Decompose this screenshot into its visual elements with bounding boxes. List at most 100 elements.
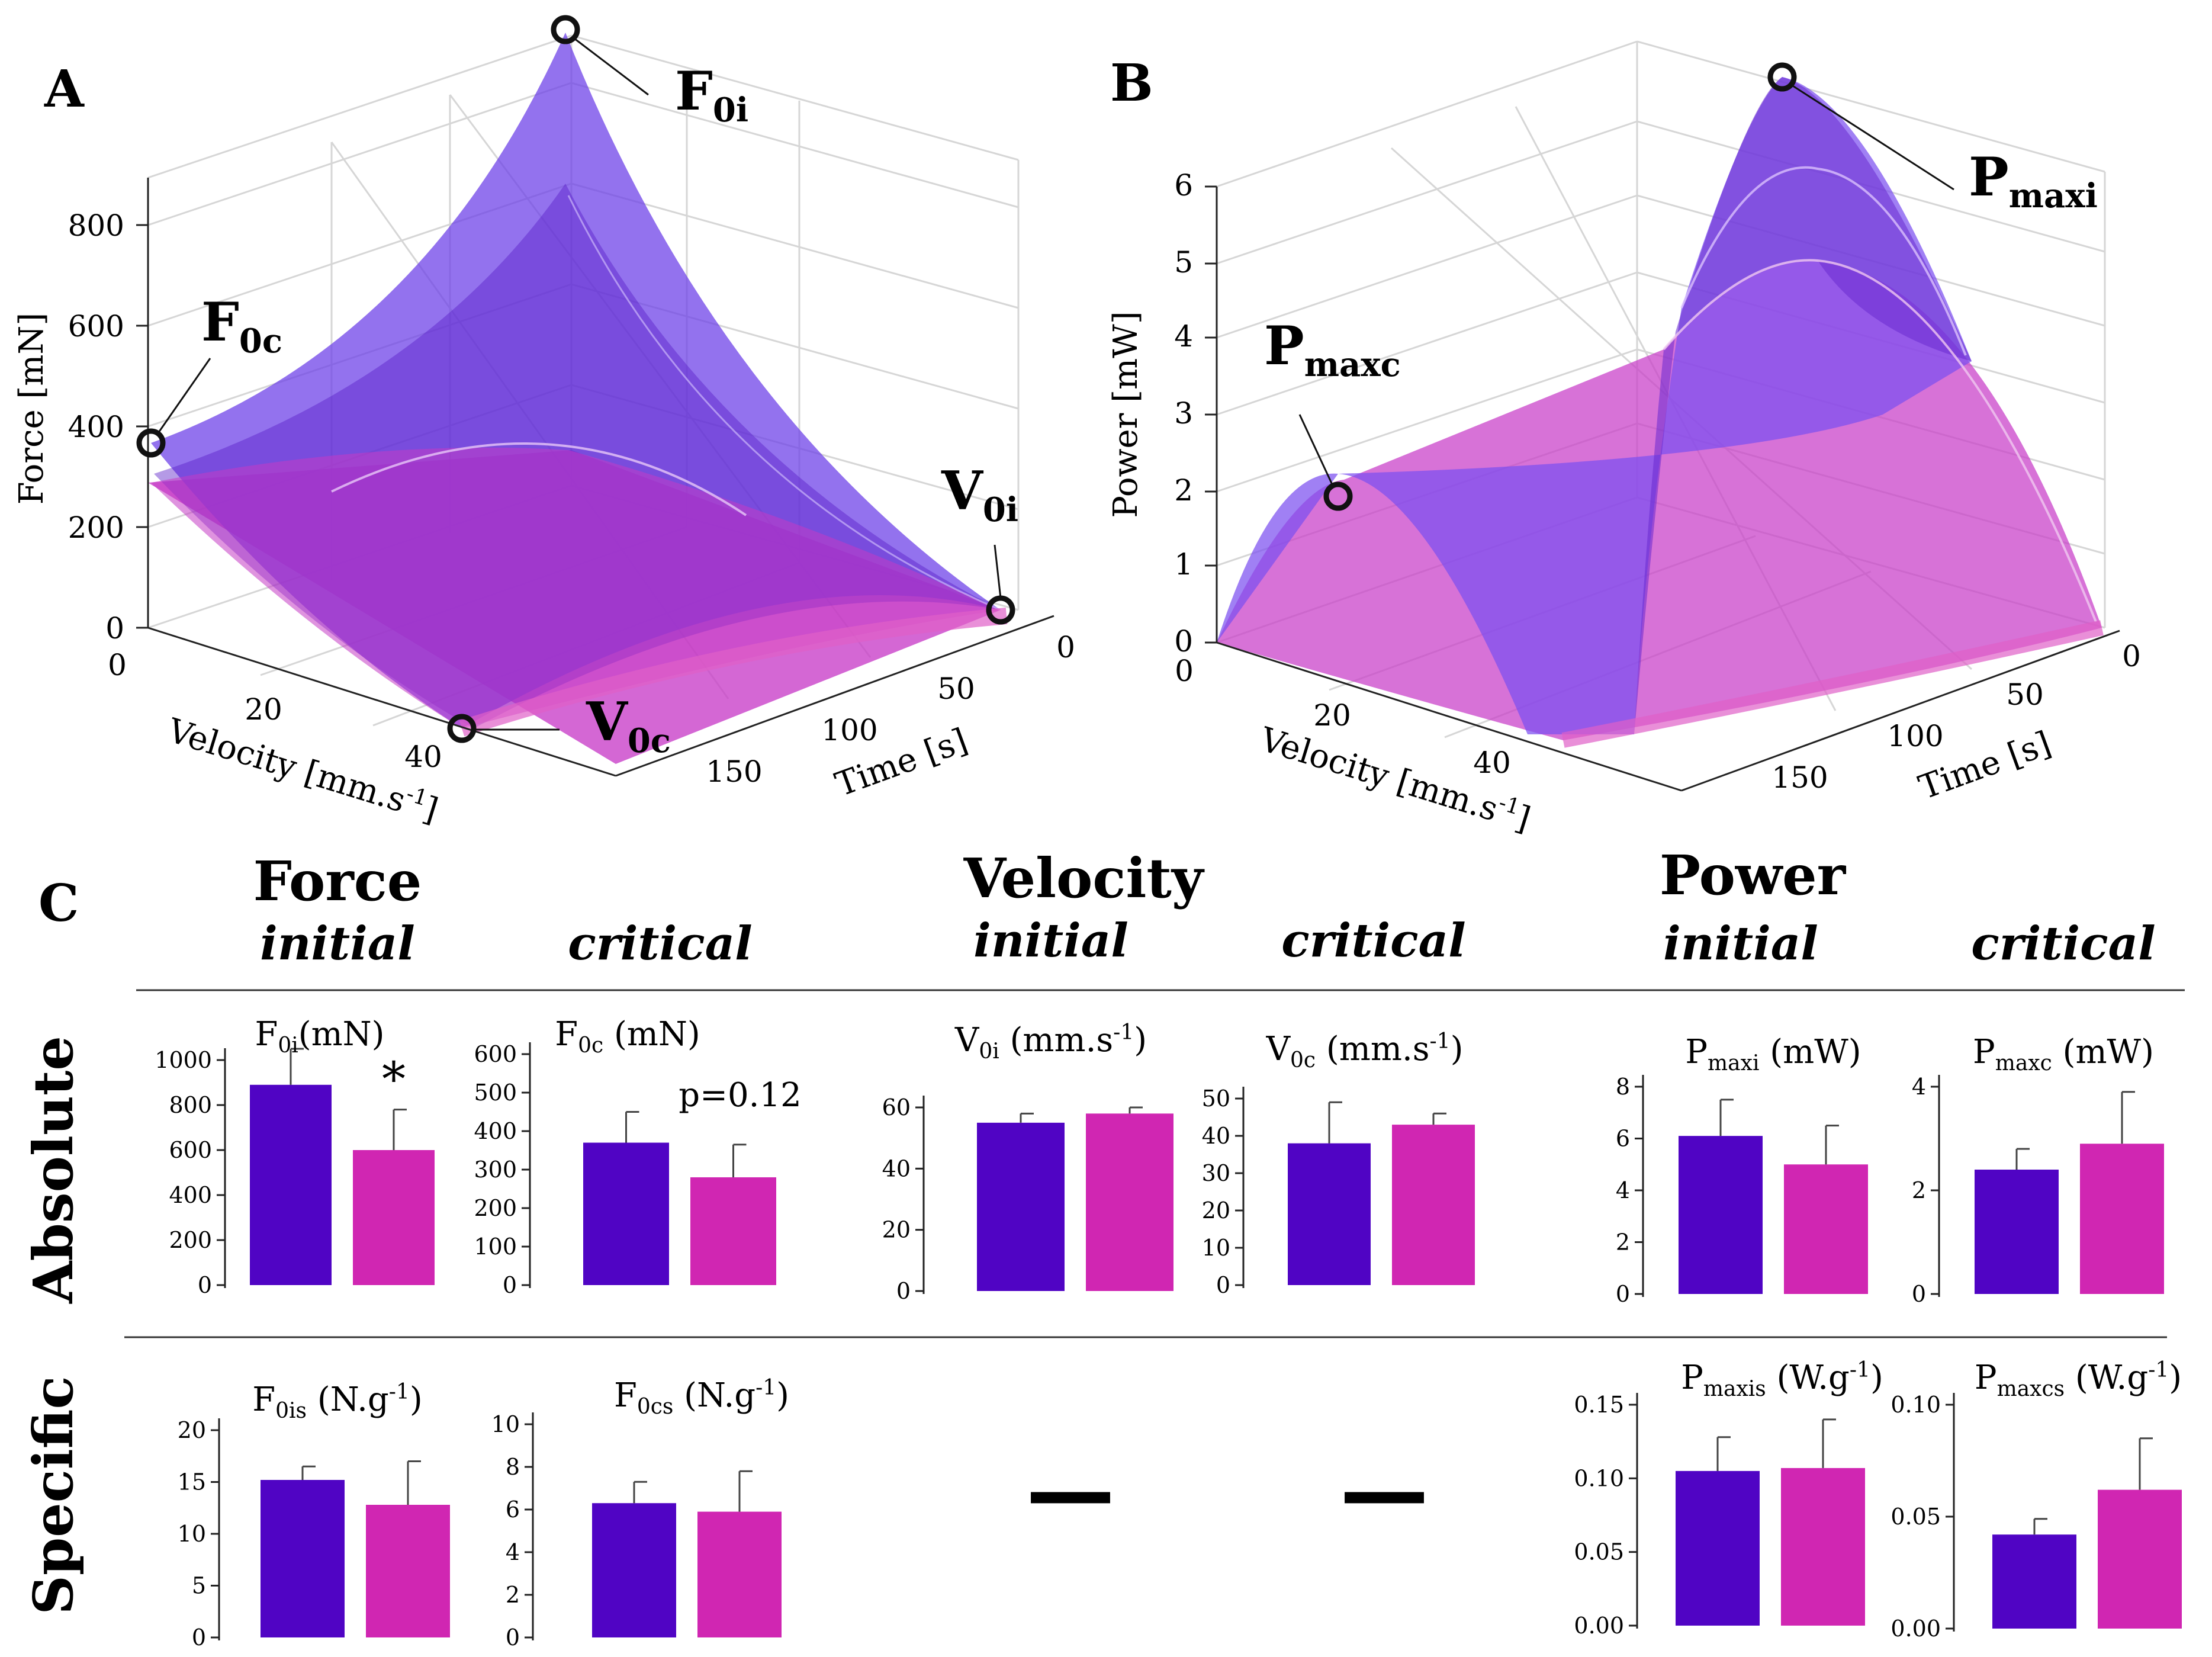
y-tick-label: 0.05 — [1891, 1504, 1941, 1530]
bar-chart-title: F0i(mN) — [255, 1015, 384, 1058]
y-tick-label: 20 — [1202, 1197, 1230, 1224]
panel-b-surfaces — [1217, 77, 2104, 748]
y-tick-label: 10 — [178, 1521, 206, 1547]
y-tick-label: 300 — [474, 1157, 517, 1183]
bar-initial — [250, 1084, 332, 1285]
bar-chart-f-0c: 0 100 200 300 400 500 600 F0c (mN) p=0.12 — [474, 1015, 801, 1298]
bar-chart-title: F0is (N.g-1) — [252, 1380, 422, 1423]
panel-b-vel-tick-1: 20 — [1313, 698, 1351, 733]
y-tick-label: 2 — [1912, 1177, 1926, 1203]
y-tick-label: 0 — [506, 1624, 520, 1650]
panel-a: A — [12, 15, 1075, 830]
panel-b-time-tick-2: 100 — [1887, 719, 1943, 753]
panel-c-letter: C — [38, 874, 79, 933]
panel-a-letter: A — [44, 59, 85, 119]
bar-chart-f-0is: 0 5 10 15 20 F0is (N.g-1) — [178, 1380, 450, 1650]
y-tick-label: 2 — [506, 1582, 520, 1608]
panel-b-time-tick-0: 0 — [2122, 639, 2141, 673]
callout-pmaxi: Pmaxi — [1969, 146, 2098, 216]
bar-chart-v-0i: 0 20 40 60 V0i (mm.s-1) — [882, 1020, 1173, 1304]
panel-b-vel-tick-2: 40 — [1473, 746, 1511, 780]
group-power-title: Power — [1660, 843, 1847, 907]
bar-chart-f-0cs: 0 2 4 6 8 10 F0cs (N.g-1) — [491, 1376, 789, 1650]
bar-chart-v-0c: 0 10 20 30 40 50 V0c (mm.s-1) — [1202, 1029, 1475, 1298]
group-power-critical: critical — [1971, 917, 2156, 971]
y-tick-label: 0 — [503, 1272, 517, 1298]
group-force-initial: initial — [260, 917, 415, 971]
y-tick-label: 600 — [474, 1041, 517, 1067]
panel-a-z-tick-4: 800 — [68, 208, 124, 243]
panel-b-z-tick-4: 4 — [1174, 319, 1193, 354]
y-tick-label: 400 — [169, 1182, 212, 1208]
bar-chart-p-maxi: 0 2 4 6 8 Pmaxi (mW) — [1616, 1033, 1868, 1307]
panel-a-vel-tick-0: 0 — [108, 648, 127, 682]
bar-chart-title: F0cs (N.g-1) — [614, 1376, 789, 1419]
bar-chart-f-0i: 0 200 400 600 800 1000 F0i(mN)* — [155, 1015, 435, 1298]
bar-chart-title: Pmaxc (mW) — [1973, 1033, 2154, 1075]
y-tick-label: 10 — [1202, 1235, 1230, 1261]
y-tick-label: 600 — [169, 1137, 212, 1163]
group-power-initial: initial — [1663, 917, 1818, 971]
bar-critical — [1781, 1467, 1865, 1626]
panel-b-z-tick-0: 0 — [1174, 624, 1193, 659]
group-velocity-initial: initial — [973, 914, 1128, 968]
panel-a-axes — [136, 178, 1054, 777]
panel-b-z-tick-3: 3 — [1174, 396, 1193, 431]
y-tick-label: 40 — [882, 1155, 911, 1181]
callout-v0c: V0c — [586, 691, 671, 760]
panel-a-z-tick-0: 0 — [105, 611, 124, 646]
y-tick-label: 0 — [1216, 1272, 1230, 1298]
panel-b-callout-markers — [1298, 62, 1954, 511]
bar-chart-title: V0c (mm.s-1) — [1266, 1029, 1464, 1072]
bar-initial — [261, 1480, 345, 1637]
panel-a-time-tick-1: 50 — [937, 672, 975, 706]
bar-initial — [1975, 1170, 2059, 1294]
power-surface-initial-back — [1634, 77, 1972, 734]
y-tick-label: 100 — [474, 1234, 517, 1260]
bar-initial — [1288, 1143, 1371, 1285]
bar-chart-p-maxis: 0.00 0.05 0.10 0.15 Pmaxis (W.g-1) — [1574, 1358, 1883, 1639]
y-tick-label: 4 — [506, 1539, 520, 1565]
y-tick-label: 4 — [1616, 1177, 1630, 1203]
panel-b-z-label: Power [mW] — [1107, 311, 1145, 518]
y-tick-label: 50 — [1202, 1086, 1230, 1112]
group-force-title: Force — [253, 849, 422, 913]
y-tick-label: 200 — [169, 1227, 212, 1253]
panel-b-z-tick-5: 5 — [1174, 245, 1193, 280]
y-tick-label: 6 — [506, 1497, 520, 1523]
bar-chart-title: Pmaxis (W.g-1) — [1681, 1358, 1883, 1401]
y-tick-label: 500 — [474, 1080, 517, 1106]
bar-critical — [1392, 1125, 1475, 1285]
panel-a-z-tick-3: 600 — [68, 309, 124, 343]
bar-critical — [690, 1177, 776, 1285]
panel-a-time-tick-3: 150 — [706, 754, 762, 789]
y-tick-label: 8 — [506, 1454, 520, 1480]
y-tick-label: 0 — [896, 1278, 911, 1304]
bar-critical — [366, 1505, 450, 1637]
y-tick-label: 0 — [192, 1624, 206, 1650]
panel-b: B — [1107, 40, 2141, 839]
panel-b-z-tick-6: 6 — [1174, 168, 1193, 203]
y-tick-label: 20 — [882, 1217, 911, 1243]
bar-critical — [1086, 1113, 1173, 1291]
y-tick-label: 2 — [1616, 1229, 1630, 1255]
y-tick-label: 0.05 — [1574, 1539, 1624, 1565]
bar-chart-annotation: p=0.12 — [679, 1076, 801, 1115]
y-tick-label: 5 — [192, 1573, 206, 1599]
bar-initial — [592, 1503, 676, 1637]
bar-chart-title: Pmaxcs (W.g-1) — [1975, 1358, 2182, 1401]
panel-a-vel-label: Velocity [mm.s-1] — [163, 709, 443, 830]
y-tick-label: 400 — [474, 1118, 517, 1144]
panel-a-z-tick-2: 400 — [68, 410, 124, 444]
panel-a-time-tick-0: 0 — [1056, 630, 1075, 664]
y-tick-label: 0.00 — [1574, 1613, 1624, 1639]
bar-critical — [1784, 1164, 1868, 1294]
y-tick-label: 200 — [474, 1195, 517, 1221]
y-tick-label: 0.15 — [1574, 1392, 1624, 1418]
group-velocity-critical: critical — [1281, 914, 1466, 968]
group-velocity-title: Velocity — [963, 846, 1205, 910]
callout-f0i: F0i — [675, 60, 748, 130]
bar-critical — [353, 1150, 435, 1285]
bar-chart-title: Pmaxi (mW) — [1685, 1033, 1861, 1075]
y-tick-label: 15 — [178, 1469, 206, 1495]
